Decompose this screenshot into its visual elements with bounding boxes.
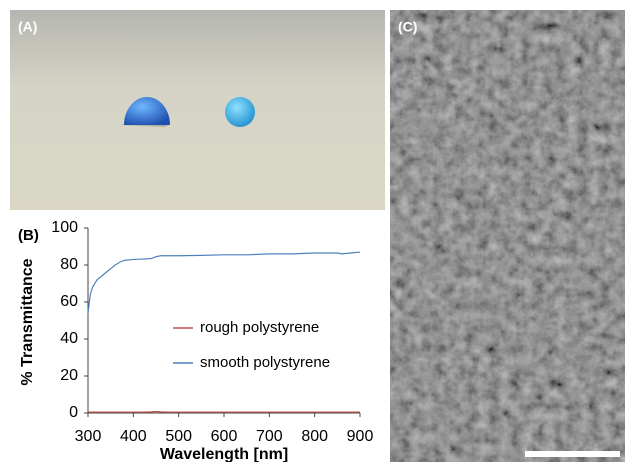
x-tick-label: 400 (120, 428, 147, 445)
photo-a (10, 10, 385, 210)
y-tick-label: 40 (60, 330, 78, 347)
x-tick-label: 800 (301, 428, 328, 445)
x-tick-label: 300 (75, 428, 102, 445)
panel-label: (B) (18, 227, 39, 244)
droplet (225, 97, 255, 127)
series-line (87, 251, 361, 314)
scale-bar (525, 451, 620, 457)
y-tick-label: 20 (60, 367, 78, 384)
sem-tone (390, 10, 625, 462)
x-tick-label: 600 (211, 428, 238, 445)
y-axis-label: % Transmittance (19, 258, 36, 385)
droplet (124, 97, 170, 125)
sem-image (390, 10, 625, 462)
plot: 0 20 40 60 80 100 300 400 500 600 700 800 900 rough p… (51, 219, 373, 445)
series-line (88, 410, 360, 413)
y-tick-label: 0 (69, 404, 78, 421)
y-tick-label: 100 (51, 219, 78, 236)
x-tick-label: 500 (165, 428, 192, 445)
y-tick-label: 80 (60, 256, 78, 273)
legend-label: rough polystyrene (200, 319, 319, 336)
x-axis-label: Wavelength [nm] (160, 446, 288, 462)
panel-label: (A) (18, 19, 37, 35)
y-tick-label: 60 (60, 293, 78, 310)
x-tick-label: 700 (256, 428, 283, 445)
legend-label: smooth polystyrene (200, 354, 330, 371)
panel-label: (C) (398, 19, 417, 35)
x-tick-label: 900 (347, 428, 374, 445)
